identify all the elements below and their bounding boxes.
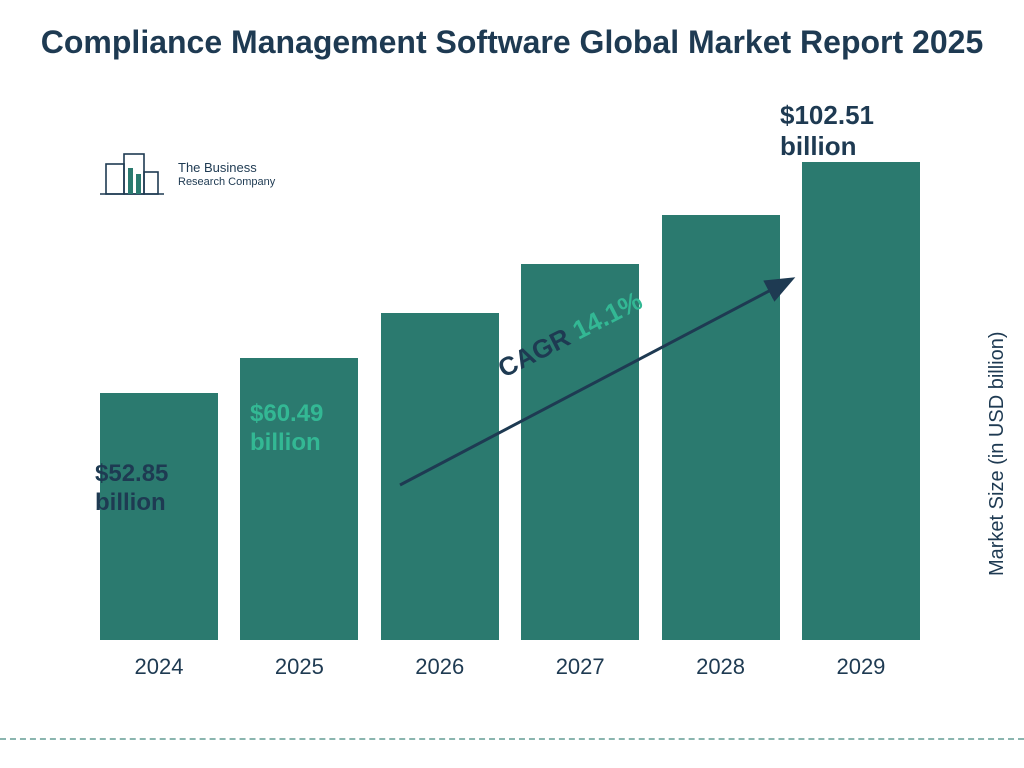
bar [802, 162, 920, 640]
bar-group [662, 215, 780, 640]
x-axis-label: 2027 [521, 646, 639, 680]
bar-group [802, 162, 920, 640]
bottom-dashed-line [0, 738, 1024, 740]
x-axis-label: 2025 [240, 646, 358, 680]
x-axis-labels: 2024 2025 2026 2027 2028 2029 [100, 646, 920, 680]
x-axis-label: 2026 [381, 646, 499, 680]
chart-area: 202420252026202720282029 $52.85 billion$… [100, 150, 920, 680]
bar-group [381, 313, 499, 640]
x-axis-label: 2024 [100, 646, 218, 680]
chart-title: Compliance Management Software Global Ma… [0, 22, 1024, 62]
x-axis-label: 2029 [802, 646, 920, 680]
value-label: $52.85 billion [95, 460, 235, 518]
y-axis-label: Market Size (in USD billion) [987, 332, 1010, 577]
value-label: $102.51 billion [780, 100, 920, 162]
x-axis-label: 2028 [662, 646, 780, 680]
bar [381, 313, 499, 640]
bars-container [100, 150, 920, 640]
bar [662, 215, 780, 640]
value-label: $60.49 billion [250, 400, 390, 458]
